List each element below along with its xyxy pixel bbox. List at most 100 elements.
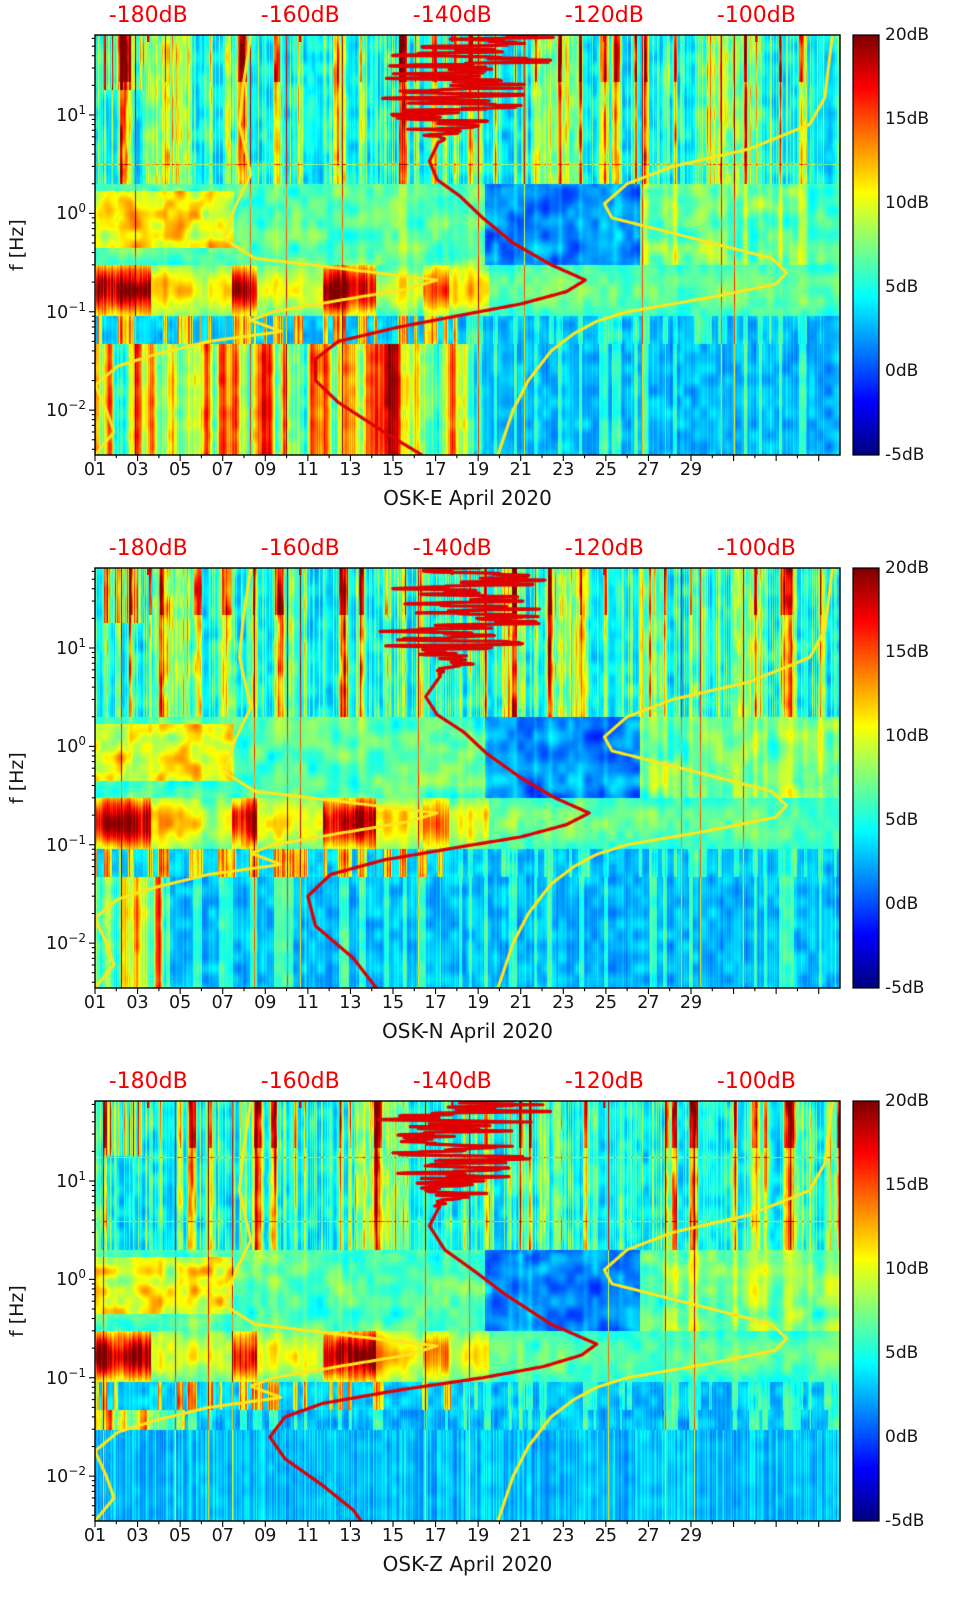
top-axis-label: -180dB bbox=[108, 3, 188, 28]
x-tick-label: 01 bbox=[83, 460, 107, 480]
top-axis-label: -160dB bbox=[260, 1069, 340, 1094]
colorbar-tick-label: -5dB bbox=[885, 1511, 925, 1531]
top-axis-label: -160dB bbox=[260, 536, 340, 561]
top-axis-label: -100dB bbox=[716, 1069, 796, 1094]
x-tick-label: 09 bbox=[254, 1526, 277, 1546]
top-axis-label: -180dB bbox=[108, 1069, 188, 1094]
y-axis-label: f [Hz] bbox=[6, 752, 28, 804]
top-axis-label: -160dB bbox=[260, 3, 340, 28]
x-tick-label: 27 bbox=[637, 1526, 660, 1546]
y-tick-label: 100 bbox=[56, 201, 86, 225]
x-tick-label: 15 bbox=[381, 1526, 405, 1546]
x-tick-label: 07 bbox=[211, 460, 234, 480]
colorbar-osk-z bbox=[853, 1101, 879, 1521]
colorbar-tick-label: -5dB bbox=[885, 445, 925, 465]
colorbar-tick-label: 10dB bbox=[885, 1259, 930, 1279]
y-tick-label: 100 bbox=[56, 1267, 86, 1291]
x-tick-label: 11 bbox=[296, 460, 319, 480]
y-tick-label: 10−2 bbox=[46, 1464, 86, 1487]
colorbar-tick-label: 0dB bbox=[885, 894, 919, 914]
top-axis-label: -140dB bbox=[412, 1069, 492, 1094]
top-axis-label: -100dB bbox=[716, 536, 796, 561]
x-tick-label: 17 bbox=[424, 460, 447, 480]
colorbar-tick-label: 5dB bbox=[885, 1343, 919, 1363]
x-tick-label: 15 bbox=[381, 460, 405, 480]
spectrogram-heatmap-osk-e bbox=[95, 35, 840, 455]
x-tick-label: 27 bbox=[637, 460, 660, 480]
x-tick-label: 13 bbox=[339, 993, 362, 1013]
top-axis-label: -120dB bbox=[564, 1069, 644, 1094]
colorbar-osk-e bbox=[853, 35, 879, 455]
x-tick-label: 29 bbox=[679, 1526, 703, 1546]
x-tick-label: 13 bbox=[339, 1526, 362, 1546]
x-tick-label: 21 bbox=[509, 1526, 532, 1546]
y-tick-label: 101 bbox=[56, 635, 86, 659]
y-axis-label: f [Hz] bbox=[6, 1285, 28, 1337]
y-tick-label: 10−1 bbox=[46, 1365, 86, 1389]
y-axis-label: f [Hz] bbox=[6, 219, 28, 271]
colorbar-osk-n bbox=[853, 568, 879, 988]
colorbar-tick-label: 20dB bbox=[885, 25, 930, 45]
colorbar-tick-label: 20dB bbox=[885, 1091, 930, 1111]
panel-osk-z: f [Hz] OSK-Z April 2020 -180dB -160dB -140… bbox=[0, 1066, 962, 1599]
x-tick-label: 11 bbox=[296, 993, 319, 1013]
x-tick-label: 01 bbox=[83, 1526, 107, 1546]
x-axis-title: OSK-N April 2020 bbox=[382, 1019, 553, 1043]
colorbar-tick-label: 5dB bbox=[885, 277, 919, 297]
x-tick-label: 25 bbox=[594, 460, 617, 480]
x-tick-label: 29 bbox=[679, 460, 703, 480]
x-axis-title: OSK-E April 2020 bbox=[383, 486, 552, 510]
colorbar-tick-label: 10dB bbox=[885, 726, 930, 746]
x-tick-label: 09 bbox=[254, 460, 277, 480]
x-tick-label: 23 bbox=[552, 460, 575, 480]
x-axis-title: OSK-Z April 2020 bbox=[382, 1552, 553, 1576]
top-axis-label: -140dB bbox=[412, 3, 492, 28]
y-tick-label: 101 bbox=[56, 102, 86, 126]
y-tick-label: 10−2 bbox=[46, 398, 86, 421]
top-axis-label: -100dB bbox=[716, 3, 796, 28]
x-tick-label: 11 bbox=[296, 1526, 319, 1546]
colorbar-tick-label: 15dB bbox=[885, 642, 930, 662]
y-tick-label: 100 bbox=[56, 734, 86, 758]
x-tick-label: 13 bbox=[339, 460, 362, 480]
spectrogram-heatmap-osk-z bbox=[95, 1101, 840, 1521]
x-tick-label: 15 bbox=[381, 993, 405, 1013]
colorbar-tick-label: -5dB bbox=[885, 978, 925, 998]
top-axis-label: -120dB bbox=[564, 3, 644, 28]
colorbar-tick-label: 10dB bbox=[885, 193, 930, 213]
x-tick-label: 17 bbox=[424, 993, 447, 1013]
panel-osk-n: f [Hz] OSK-N April 2020 -180dB -160dB -140… bbox=[0, 533, 962, 1066]
x-tick-label: 03 bbox=[126, 1526, 149, 1546]
x-tick-label: 07 bbox=[211, 1526, 234, 1546]
y-tick-label: 10−2 bbox=[46, 931, 86, 954]
x-tick-label: 17 bbox=[424, 1526, 447, 1546]
x-tick-label: 19 bbox=[467, 1526, 490, 1546]
x-tick-label: 23 bbox=[552, 1526, 575, 1546]
colorbar-tick-label: 5dB bbox=[885, 810, 919, 830]
x-tick-label: 05 bbox=[169, 993, 192, 1013]
x-tick-label: 05 bbox=[169, 1526, 192, 1546]
x-tick-label: 03 bbox=[126, 460, 149, 480]
top-axis-label: -120dB bbox=[564, 536, 644, 561]
x-tick-label: 05 bbox=[169, 460, 192, 480]
y-tick-label: 10−1 bbox=[46, 299, 86, 323]
x-tick-label: 03 bbox=[126, 993, 149, 1013]
colorbar-tick-label: 20dB bbox=[885, 558, 930, 578]
spectrogram-heatmap-osk-n bbox=[95, 568, 840, 988]
top-axis-label: -180dB bbox=[108, 536, 188, 561]
colorbar-tick-label: 0dB bbox=[885, 1427, 919, 1447]
x-tick-label: 07 bbox=[211, 993, 234, 1013]
y-tick-label: 10−1 bbox=[46, 832, 86, 856]
x-tick-label: 01 bbox=[83, 993, 107, 1013]
panel-osk-e: f [Hz] OSK-E April 2020 -180dB -160dB -140… bbox=[0, 0, 962, 533]
x-tick-label: 09 bbox=[254, 993, 277, 1013]
x-tick-label: 19 bbox=[467, 460, 490, 480]
x-tick-label: 19 bbox=[467, 993, 490, 1013]
x-tick-label: 25 bbox=[594, 993, 617, 1013]
colorbar-tick-label: 15dB bbox=[885, 109, 930, 129]
y-tick-label: 101 bbox=[56, 1168, 86, 1192]
x-tick-label: 27 bbox=[637, 993, 660, 1013]
x-tick-label: 21 bbox=[509, 993, 532, 1013]
colorbar-tick-label: 0dB bbox=[885, 361, 919, 381]
